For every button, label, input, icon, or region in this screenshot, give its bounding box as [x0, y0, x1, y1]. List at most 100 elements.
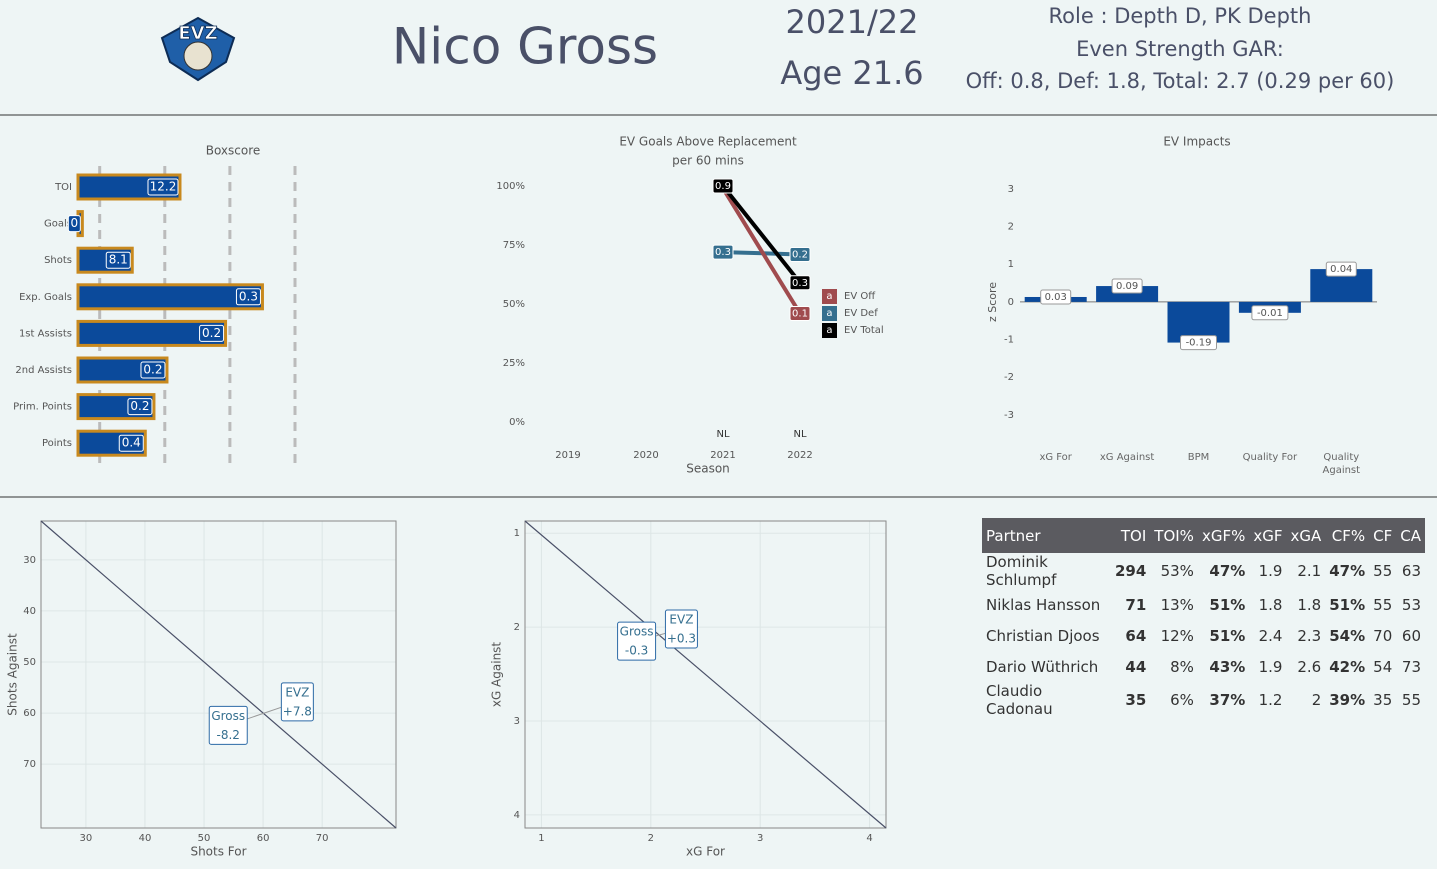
legend-key-glyph: a	[826, 291, 832, 302]
table-cell: 70	[1373, 626, 1393, 645]
point-name: EVZ	[285, 685, 309, 699]
data-label-box	[712, 244, 734, 260]
logo-text: EVZ	[178, 23, 217, 44]
point-value: -0.3	[625, 644, 648, 658]
plot-frame	[524, 520, 887, 829]
table-cell: 47%	[1209, 562, 1246, 580]
table-cell: Christian Djoos	[986, 626, 1100, 645]
table-cell: 55	[1373, 595, 1393, 614]
table-cell: 51%	[1329, 595, 1366, 614]
table-body: Dominik Schlumpf 294 53% 47% 1.9 2.1 47% 55 63 Ni…	[982, 553, 1425, 718]
data-label: 12.2	[150, 180, 177, 194]
table-header: Partner TOI TOI% xGF% xGF xGA CF% CF CA	[982, 518, 1425, 553]
bar	[76, 283, 264, 311]
table-cell: 71	[1125, 595, 1147, 614]
data-label-box	[789, 275, 811, 291]
point-label-box	[280, 682, 314, 722]
data-label-box	[140, 361, 166, 379]
point-value: +7.8	[283, 704, 312, 718]
table-cell: 1.8	[1297, 595, 1322, 614]
data-label-box	[1111, 278, 1143, 294]
data-label: -0.01	[1257, 308, 1283, 319]
y-tick-label: 2	[514, 622, 520, 633]
table-cell: 35	[1125, 691, 1147, 709]
table-cell: 44	[1125, 657, 1147, 676]
point-label-box	[617, 621, 657, 661]
y-tick-label: Exp. Goals	[19, 292, 72, 303]
data-label-box	[235, 288, 261, 306]
x-axis-title: Season	[686, 462, 730, 476]
y-tick-label: 70	[23, 759, 36, 770]
player-name: Nico Gross	[392, 18, 658, 76]
y-tick-label: 1	[1008, 259, 1014, 270]
data-label-box	[127, 398, 153, 416]
data-label: 0.4	[122, 436, 141, 450]
table-cell: 1.9	[1258, 657, 1283, 676]
column-header: CF%	[1325, 518, 1370, 553]
table-cell: 55	[1401, 691, 1421, 709]
table-cell: 53	[1401, 595, 1421, 614]
data-label-box	[789, 305, 811, 321]
table-cell: 39%	[1329, 691, 1366, 709]
point-value: -8.2	[217, 728, 240, 742]
season: 2021/22	[786, 3, 919, 41]
x-axis-title: xG For	[686, 845, 725, 859]
y-tick-label: 25%	[503, 358, 525, 369]
table-cell: 43%	[1209, 657, 1246, 676]
data-label-box	[712, 178, 734, 194]
table-row: Christian Djoos 64 12% 51% 2.4 2.3 54% 70 60	[982, 620, 1425, 651]
point-label-box	[664, 609, 698, 649]
x-tick-label: 40	[139, 833, 152, 844]
column-header: xGF	[1249, 518, 1287, 553]
x-tick-label: 4	[866, 833, 872, 844]
legend-label: EV Total	[844, 325, 884, 336]
x-tick-label: 2021	[710, 450, 735, 461]
data-label-box	[199, 324, 225, 342]
table-row: Dario Wüthrich 44 8% 43% 1.9 2.6 42% 54 73	[982, 651, 1425, 682]
age: Age 21.6	[780, 54, 923, 92]
legend-key-glyph: a	[826, 325, 832, 336]
y-tick-label: 4	[514, 810, 520, 821]
data-label: 0.09	[1116, 281, 1138, 292]
column-header: CF	[1369, 518, 1397, 553]
diagonal	[40, 520, 397, 829]
y-tick-label: 100%	[496, 181, 525, 192]
table-cell: 1.8	[1258, 595, 1283, 614]
data-label: 0.2	[202, 326, 221, 340]
data-label-box	[67, 215, 81, 233]
series-line	[721, 184, 802, 285]
data-label: 0.2	[143, 363, 162, 377]
data-label: 0.04	[1330, 264, 1352, 275]
table-cell: Dominik Schlumpf	[986, 553, 1057, 589]
data-label-box	[118, 434, 144, 452]
table-cell: Niklas Hansson	[986, 595, 1101, 614]
x-tick-label: 2022	[787, 450, 812, 461]
table-cell: Claudio Cadonau	[986, 682, 1053, 718]
table-cell: 42%	[1329, 657, 1366, 676]
table-cell: 294	[1114, 562, 1147, 580]
x-tick-label: 3	[757, 833, 763, 844]
data-label: 8.1	[109, 253, 128, 267]
x-tick-label: Quality For	[1242, 452, 1298, 463]
table-cell: 2.6	[1297, 657, 1322, 676]
table-cell: 37%	[1209, 691, 1246, 709]
table-row: Claudio Cadonau 35 6% 37% 1.2 2 39% 35 55	[982, 682, 1425, 718]
point-name: Gross	[620, 625, 654, 639]
x-tick-label: xG Against	[1099, 452, 1155, 463]
x-tick-label: 2019	[555, 450, 580, 461]
table-cell: 64	[1125, 626, 1147, 645]
y-tick-label: 30	[23, 555, 36, 566]
table-cell: 1.2	[1258, 691, 1283, 709]
data-label: 0.03	[1045, 292, 1067, 303]
y-tick-label: Prim. Points	[13, 402, 72, 413]
chart-title: EV Goals Above Replacement	[619, 135, 797, 149]
table-row: Niklas Hansson 71 13% 51% 1.8 1.8 51% 55 53	[982, 589, 1425, 620]
x-tick-label: 2	[648, 833, 654, 844]
y-tick-label: TOI	[54, 182, 72, 193]
table-cell: 2	[1311, 691, 1322, 709]
x-tick-label: 1	[538, 833, 544, 844]
x-tick-label: Quality Against	[1322, 452, 1361, 476]
table-cell: 1.9	[1258, 562, 1283, 580]
